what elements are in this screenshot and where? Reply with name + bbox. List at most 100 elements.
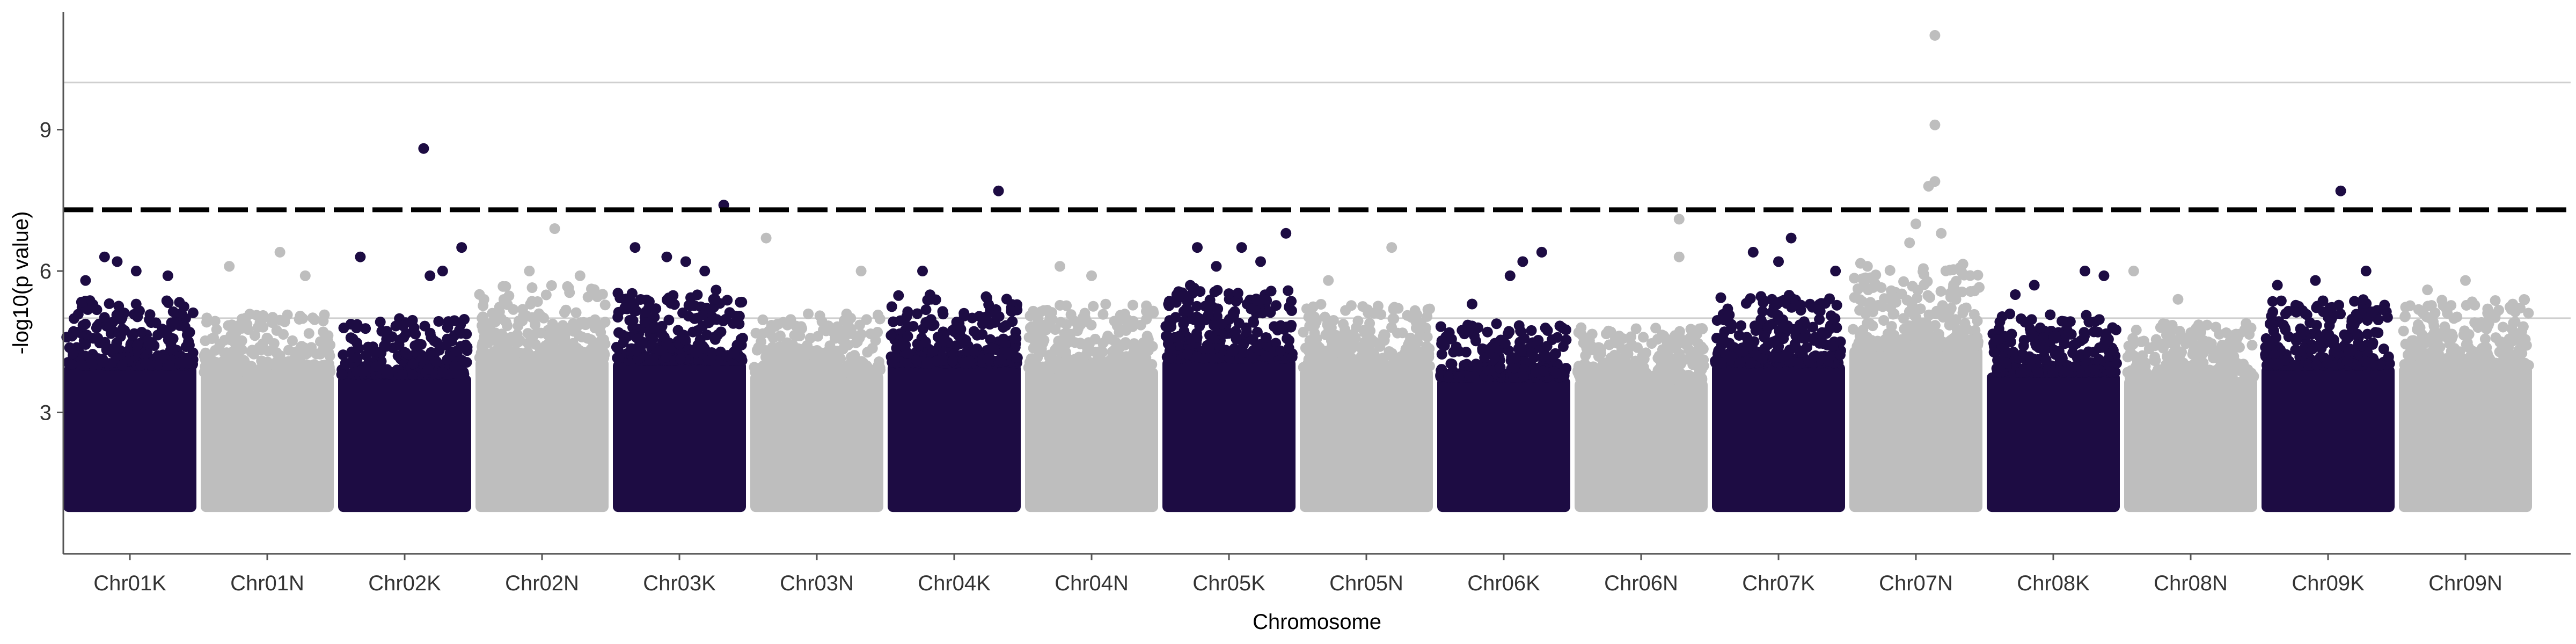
data-point	[1443, 371, 1454, 383]
data-point	[379, 340, 391, 352]
x-tick-label: Chr05N	[1329, 572, 1403, 595]
chromosome-points-chr06n	[1572, 214, 1709, 513]
data-point	[1445, 358, 1457, 369]
data-point	[1207, 353, 1218, 364]
data-point	[514, 335, 525, 346]
data-point	[1165, 343, 1176, 354]
data-point	[201, 312, 213, 324]
data-point	[2105, 366, 2116, 377]
x-tick-label: Chr07N	[1879, 572, 1953, 595]
data-point	[2375, 360, 2386, 371]
data-point	[990, 310, 1001, 321]
data-point	[1257, 308, 1268, 319]
data-point	[1251, 295, 1262, 306]
data-point	[751, 345, 763, 356]
point-band	[1162, 358, 1296, 513]
data-point	[1232, 288, 1243, 299]
data-point	[461, 357, 472, 368]
data-point	[619, 302, 631, 313]
data-point	[1668, 354, 1679, 365]
data-point	[1305, 362, 1316, 373]
data-point	[1968, 309, 1980, 320]
data-point	[1923, 180, 1934, 192]
data-point	[1657, 356, 1668, 367]
data-point	[1204, 295, 1216, 306]
data-point	[2059, 338, 2070, 349]
data-point	[1055, 261, 1065, 272]
data-point	[2092, 326, 2104, 338]
data-point	[1715, 292, 1726, 303]
point-band	[1437, 377, 1570, 513]
data-point	[2400, 339, 2411, 350]
data-point	[1260, 350, 1271, 362]
data-point	[1495, 362, 1506, 373]
data-point	[338, 349, 349, 361]
data-point	[1283, 335, 1294, 346]
data-points	[61, 30, 2534, 513]
data-point	[376, 326, 387, 337]
data-point	[200, 335, 211, 346]
data-point	[1857, 273, 1868, 284]
data-point	[1072, 361, 1083, 372]
data-point	[2490, 332, 2501, 343]
data-point	[1757, 353, 1768, 364]
chromosome-points-chr01n	[199, 246, 336, 513]
data-point	[787, 339, 799, 350]
data-point	[823, 320, 834, 332]
data-point	[1620, 346, 1631, 357]
data-point	[1759, 330, 1770, 341]
data-point	[1095, 346, 1106, 357]
data-point	[1599, 364, 1611, 375]
data-point	[980, 291, 992, 302]
data-point	[2311, 320, 2322, 331]
data-point	[1024, 310, 1036, 321]
data-point	[1516, 346, 1527, 357]
data-point	[1011, 333, 1022, 344]
data-point	[902, 331, 913, 342]
data-point	[1726, 351, 1737, 362]
data-point	[1640, 347, 1651, 358]
data-point	[1088, 301, 1099, 312]
data-point	[1006, 306, 1018, 317]
data-point	[708, 314, 719, 325]
data-point	[1626, 339, 1637, 350]
data-point	[697, 310, 708, 321]
data-point	[130, 266, 142, 277]
data-point	[2358, 294, 2369, 305]
chromosome-points-chr04n	[1023, 261, 1159, 513]
data-point	[599, 299, 611, 311]
data-point	[431, 356, 442, 367]
data-point	[1231, 296, 1242, 307]
data-point	[1387, 313, 1399, 324]
data-point	[1348, 358, 1359, 369]
data-point	[2200, 368, 2211, 379]
data-point	[1339, 331, 1350, 342]
data-point	[850, 337, 861, 348]
x-tick-label: Chr02N	[505, 572, 579, 595]
data-point	[1973, 282, 1985, 293]
data-point	[410, 328, 421, 340]
data-point	[1255, 256, 1266, 267]
data-point	[2480, 353, 2491, 364]
data-point	[2267, 296, 2278, 307]
data-point	[236, 354, 247, 365]
data-point	[2513, 344, 2524, 355]
data-point	[982, 353, 993, 364]
data-point	[1286, 352, 1298, 363]
data-point	[1502, 328, 1513, 340]
data-point	[1130, 341, 1141, 352]
data-point	[1773, 256, 1784, 267]
point-band	[888, 363, 1021, 513]
data-point	[1540, 350, 1551, 362]
data-point	[450, 346, 462, 357]
data-point	[1762, 321, 1774, 333]
data-point	[917, 266, 928, 277]
data-point	[2083, 316, 2095, 327]
data-point	[303, 328, 314, 339]
data-point	[2165, 364, 2177, 376]
data-point	[2451, 311, 2463, 323]
point-band	[1849, 346, 1982, 513]
data-point	[2382, 312, 2393, 323]
data-point	[1303, 311, 1314, 323]
data-point	[425, 270, 436, 281]
